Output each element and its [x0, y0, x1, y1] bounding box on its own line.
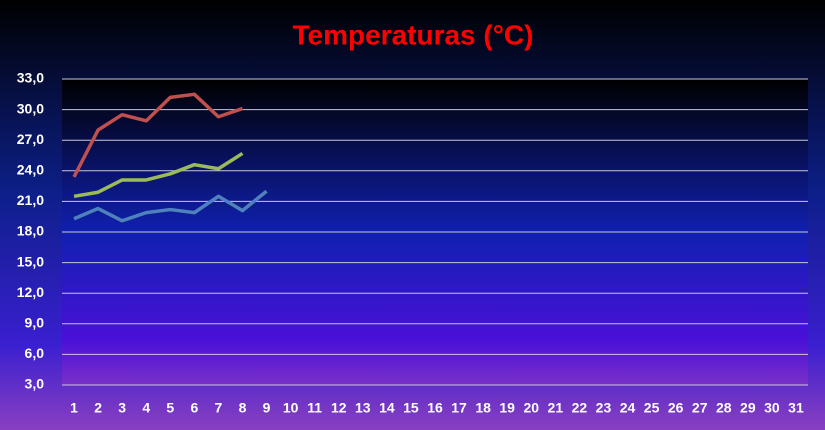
x-tick-label: 25 [644, 400, 660, 416]
line-series [73, 189, 268, 223]
x-tick-label: 14 [379, 400, 395, 416]
x-tick-label: 5 [166, 400, 174, 416]
y-tick-label: 24,0 [17, 162, 44, 178]
chart-title: Temperaturas (°C) [293, 19, 534, 50]
x-tick-label: 28 [716, 400, 732, 416]
x-tick-label: 12 [331, 400, 347, 416]
x-tick-label: 15 [403, 400, 419, 416]
x-tick-label: 4 [142, 400, 150, 416]
y-tick-label: 6,0 [25, 345, 45, 361]
y-tick-label: 15,0 [17, 253, 44, 269]
y-tick-label: 3,0 [25, 376, 45, 392]
x-tick-label: 20 [523, 400, 539, 416]
y-tick-label: 33,0 [17, 70, 44, 86]
x-tick-label: 6 [190, 400, 198, 416]
x-tick-label: 1 [70, 400, 78, 416]
x-tick-label: 2 [94, 400, 102, 416]
x-tick-label: 9 [263, 400, 271, 416]
x-tick-label: 30 [764, 400, 780, 416]
x-tick-label: 31 [788, 400, 804, 416]
y-tick-label: 30,0 [17, 100, 44, 116]
y-tick-label: 9,0 [25, 315, 45, 331]
x-tick-label: 26 [668, 400, 684, 416]
line-series [73, 151, 244, 199]
y-tick-label: 27,0 [17, 131, 44, 147]
x-tick-label: 11 [307, 400, 322, 416]
x-tick-label: 8 [239, 400, 247, 416]
x-tick-label: 23 [596, 400, 612, 416]
y-tick-label: 18,0 [17, 223, 44, 239]
x-tick-label: 18 [475, 400, 491, 416]
x-tick-label: 16 [427, 400, 443, 416]
y-tick-label: 12,0 [17, 284, 44, 300]
x-tick-label: 22 [572, 400, 588, 416]
x-tick-label: 19 [499, 400, 515, 416]
x-tick-label: 3 [118, 400, 126, 416]
x-tick-label: 21 [548, 400, 564, 416]
x-tick-label: 29 [740, 400, 756, 416]
x-tick-label: 17 [451, 400, 467, 416]
x-tick-label: 13 [355, 400, 371, 416]
y-tick-label: 21,0 [17, 192, 44, 208]
line-series [72, 92, 244, 178]
x-tick-label: 27 [692, 400, 708, 416]
x-tick-label: 7 [215, 400, 223, 416]
x-tick-label: 10 [283, 400, 299, 416]
x-tick-label: 24 [620, 400, 636, 416]
